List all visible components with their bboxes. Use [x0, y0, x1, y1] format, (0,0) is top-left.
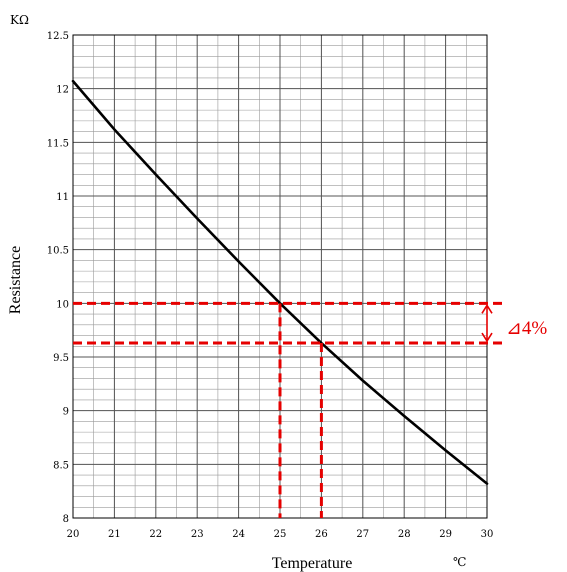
series-group	[71, 79, 489, 485]
y-tick-label: 12.5	[47, 31, 69, 42]
y-axis-ticks: 8 8.5 9 9.5 10 10.5 11 11.5 12 12.5	[47, 31, 69, 525]
y-tick-label: 11	[56, 192, 69, 203]
x-tick-label: 29	[439, 529, 452, 540]
y-axis-unit: KΩ	[10, 13, 29, 27]
resistance-curve	[71, 79, 489, 485]
x-tick-label: 25	[274, 529, 287, 540]
y-tick-label: 9	[63, 407, 69, 418]
delta-arrow-head-up	[481, 303, 493, 314]
y-tick-label: 9.5	[53, 353, 69, 364]
delta-arrow-head-down	[481, 332, 493, 343]
x-tick-label: 20	[67, 529, 80, 540]
x-tick-label: 28	[398, 529, 411, 540]
x-axis-ticks: 20 21 22 23 24 25 26 27 28 29 30	[67, 529, 494, 540]
x-axis-label: Temperature	[272, 555, 353, 572]
x-tick-label: 22	[149, 529, 162, 540]
y-tick-label: 8	[63, 514, 69, 525]
x-tick-label: 30	[481, 529, 494, 540]
x-tick-label: 24	[232, 529, 245, 540]
delta-percent-label: ⊿4%	[506, 318, 547, 339]
y-tick-label: 11.5	[47, 138, 69, 149]
y-tick-label: 10.5	[47, 246, 69, 257]
x-tick-label: 21	[108, 529, 121, 540]
y-tick-label: 10	[56, 299, 69, 310]
x-tick-label: 23	[191, 529, 204, 540]
x-tick-label: 27	[356, 529, 369, 540]
annotations-group	[73, 301, 505, 518]
y-axis-label: Resistance	[7, 246, 24, 314]
y-tick-label: 12	[56, 85, 69, 96]
y-tick-label: 8.5	[53, 460, 69, 471]
x-axis-unit: ℃	[453, 555, 466, 569]
x-tick-label: 26	[315, 529, 328, 540]
